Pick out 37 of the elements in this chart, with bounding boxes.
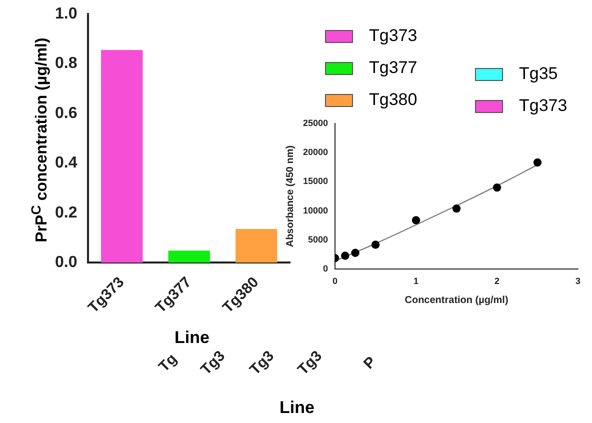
x-tick-label: 1 — [414, 276, 419, 286]
text: Tg3 — [198, 348, 228, 378]
point — [412, 216, 420, 224]
y-tick-label: 0.8 — [54, 55, 78, 72]
legend-label: Tg373 — [368, 25, 418, 47]
text: Tg3 — [294, 348, 326, 378]
y-tick-label: 0.2 — [54, 204, 78, 222]
y-tick-label: 15000 — [302, 176, 328, 186]
legend-label: Tg380 — [368, 89, 418, 111]
y-tick-label: 20000 — [302, 147, 328, 158]
text: Line — [280, 398, 314, 418]
x-axis-title: Line — [174, 328, 210, 348]
point — [452, 204, 461, 213]
y-tick-label: 0.0 — [54, 254, 78, 272]
legend-label: Tg377 — [368, 57, 418, 79]
x-axis-title: Concentration (µg/ml) — [404, 294, 508, 306]
y-tick-label: 1.0 — [54, 5, 78, 22]
x-tick-label: 3 — [575, 276, 581, 286]
y-axis-title: Absorbance (450 nm) — [284, 145, 296, 248]
point — [341, 252, 350, 260]
text: Tg3 — [246, 348, 278, 378]
point — [533, 158, 542, 167]
text: Tg — [156, 350, 180, 376]
x-tick-label: 2 — [494, 276, 500, 286]
y-tick-label: 0.6 — [54, 104, 78, 122]
point — [492, 183, 502, 192]
point — [371, 240, 380, 249]
y-tick-label: 0.4 — [54, 154, 78, 172]
x-tick-label: 0 — [332, 276, 338, 286]
legend-label: Tg373 — [518, 95, 568, 117]
y-tick-label: 25000 — [302, 118, 328, 128]
text: P — [360, 353, 380, 373]
y-tick-label: 10000 — [302, 205, 328, 216]
legend-label: Tg35 — [518, 63, 559, 85]
y-tick-label: 5000 — [308, 234, 328, 245]
y-tick-label: 0 — [323, 264, 328, 274]
point — [351, 248, 360, 257]
